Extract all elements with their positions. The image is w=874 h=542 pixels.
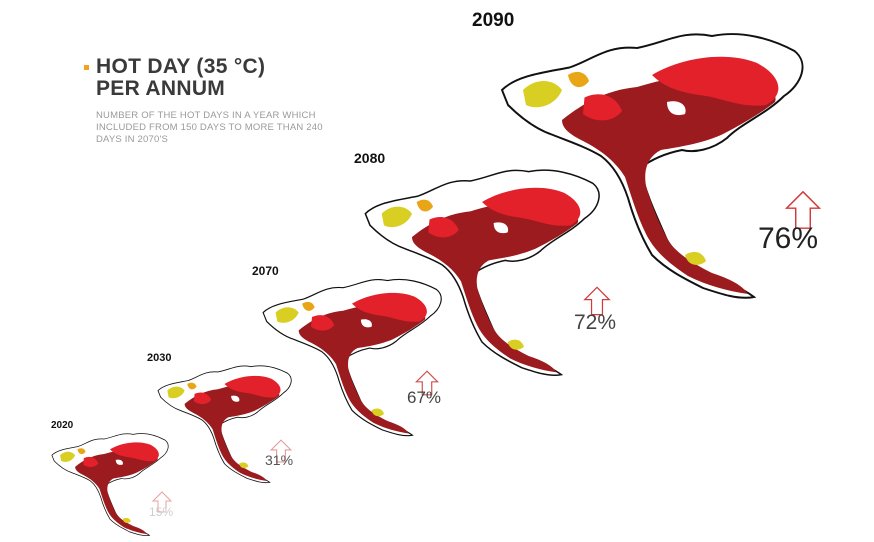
arrow-up-icon-2020 [151, 491, 173, 513]
year-label-2030: 2030 [147, 352, 172, 364]
legend-description: NUMBER OF THE HOT DAYS IN A YEAR WHICH I… [96, 110, 323, 145]
percent-label-2090: 76% [758, 222, 819, 255]
arrow-up-icon-2030 [269, 439, 293, 463]
arrow-up-icon-2070 [414, 370, 440, 396]
year-label-2080: 2080 [354, 150, 386, 166]
percent-label-2080: 72% [574, 311, 617, 334]
year-label-2070: 2070 [252, 264, 279, 278]
legend-title-block: HOT DAY (35 °C) PER ANNUM [84, 56, 265, 100]
arrow-up-icon-2090 [784, 190, 822, 229]
percent-label-2020-visible: 15% [149, 505, 174, 519]
percent-label-2070: 67% [407, 388, 442, 407]
map-2090 [501, 33, 804, 299]
arrow-up-icon-2080 [583, 286, 611, 316]
legend-title-line2: PER ANNUM [96, 77, 226, 100]
year-label-2090: 2090 [472, 10, 515, 31]
legend-bullet-icon [84, 65, 89, 70]
legend-title-line1: HOT DAY (35 °C) [96, 55, 266, 78]
percent-label-2030: 31% [265, 452, 294, 468]
year-label-2020: 2020 [51, 420, 74, 431]
